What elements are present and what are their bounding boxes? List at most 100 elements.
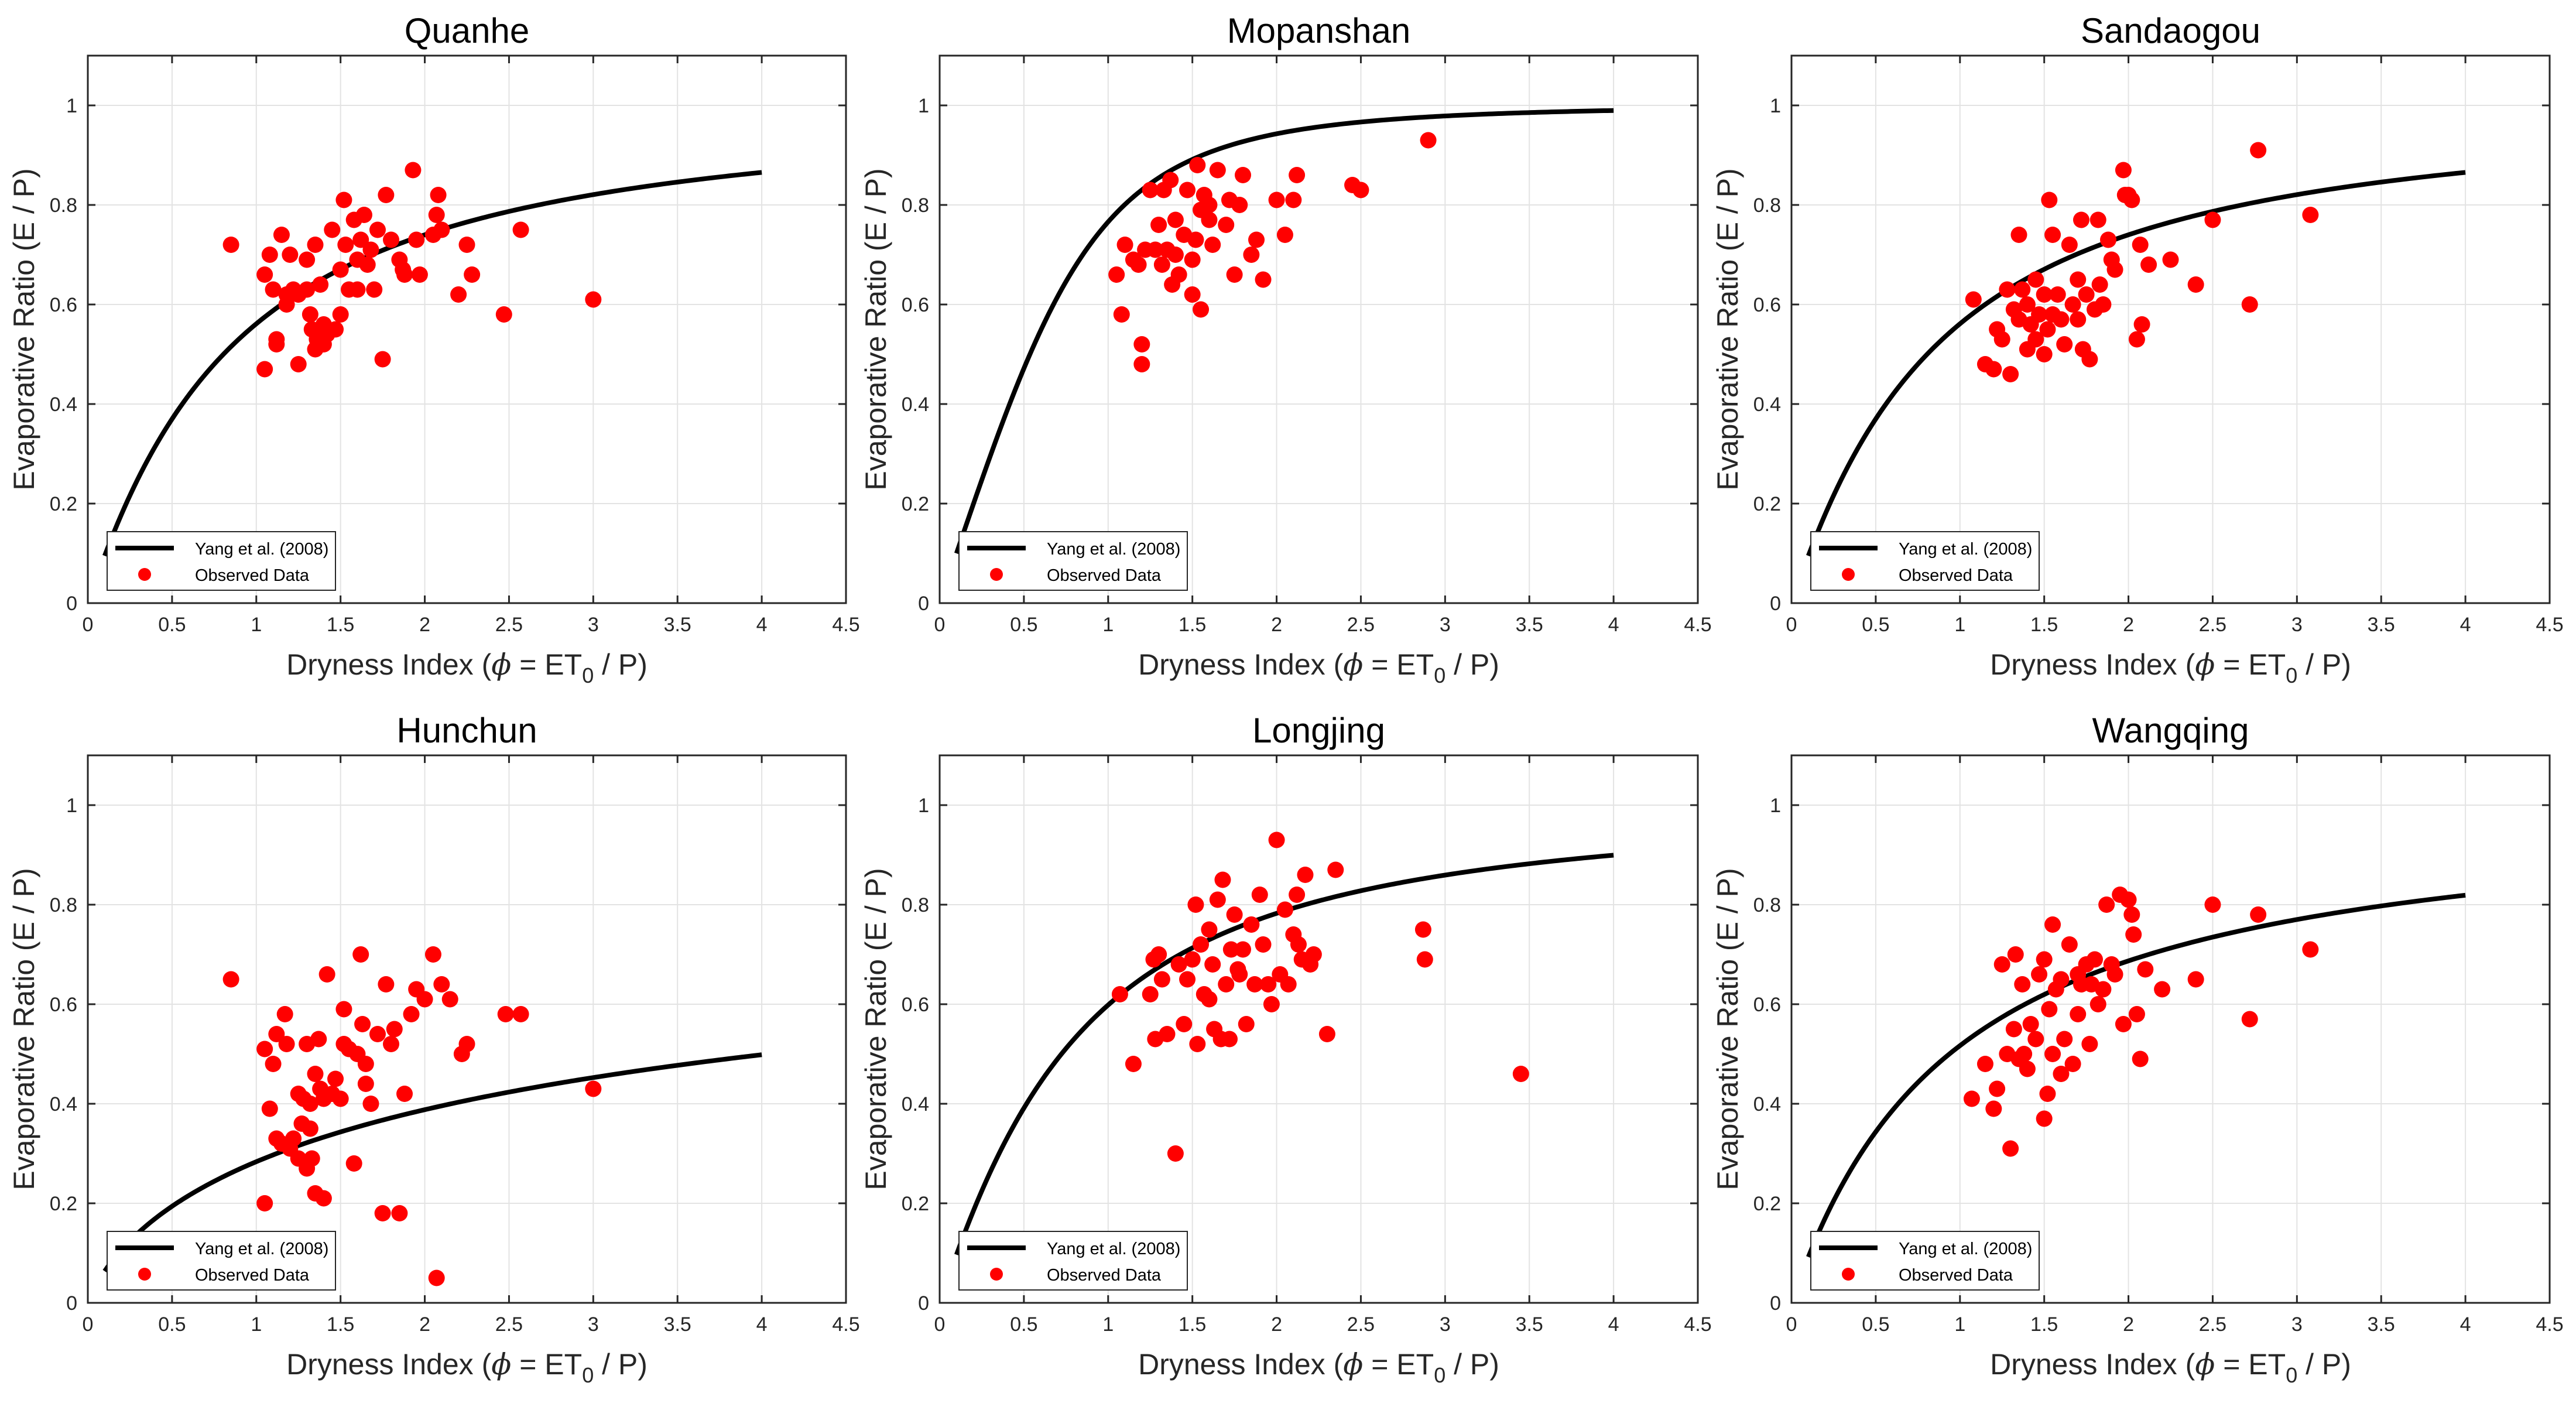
observed-point <box>268 336 285 352</box>
observed-point <box>261 247 278 263</box>
observed-point <box>2044 227 2061 243</box>
x-axis-label-mid: = ET <box>1363 1348 1434 1381</box>
observed-point <box>1133 336 1150 352</box>
observed-point <box>383 231 399 248</box>
observed-point <box>299 251 316 268</box>
y-tick-label: 0.6 <box>902 994 929 1016</box>
observed-point <box>386 1021 403 1038</box>
x-axis-label-prefix: Dryness Index ( <box>1138 648 1343 681</box>
observed-point <box>2019 1060 2036 1077</box>
observed-point <box>1176 1016 1193 1032</box>
x-tick-label: 2 <box>419 1313 430 1336</box>
observed-point <box>1150 946 1167 963</box>
x-tick-label: 2.5 <box>495 614 523 636</box>
y-tick-label: 1 <box>918 95 929 117</box>
observed-point <box>1231 197 1248 213</box>
y-tick-label: 0.6 <box>902 294 929 316</box>
observed-point <box>2089 996 2106 1012</box>
observed-point <box>1162 172 1179 189</box>
observed-point <box>327 321 344 338</box>
observed-point <box>265 1056 282 1072</box>
observed-point <box>378 187 395 203</box>
observed-point <box>1170 956 1187 973</box>
observed-point <box>1976 1056 1993 1072</box>
x-tick-label: 3 <box>2291 614 2303 636</box>
chart-title: Hunchun <box>396 711 537 750</box>
observed-point <box>2078 286 2095 303</box>
legend-marker-swatch <box>138 1268 151 1281</box>
observed-point <box>1255 271 1272 288</box>
y-tick-label: 0.6 <box>1753 994 1781 1016</box>
x-axis-label-sub: 0 <box>582 663 594 687</box>
x-tick-label: 2.5 <box>1347 1313 1375 1336</box>
observed-point <box>1276 901 1293 918</box>
x-tick-label: 3.5 <box>2368 614 2395 636</box>
x-tick-label: 3.5 <box>664 614 691 636</box>
observed-point <box>441 991 458 1008</box>
x-tick-label: 3.5 <box>1516 614 1543 636</box>
legend-label-model: Yang et al. (2008) <box>1047 540 1180 559</box>
y-tick-label: 0.2 <box>50 1193 77 1215</box>
x-tick-label: 2 <box>2123 614 2134 636</box>
observed-point <box>424 946 441 963</box>
observed-point <box>1167 211 1184 228</box>
observed-point <box>1179 182 1196 199</box>
observed-point <box>2204 211 2221 228</box>
observed-point <box>1179 971 1196 988</box>
x-tick-label: 2.5 <box>2199 1313 2226 1336</box>
observed-point <box>2081 351 2098 368</box>
observed-point <box>335 1001 352 1018</box>
observed-point <box>1108 266 1125 283</box>
observed-point <box>1201 197 1218 213</box>
observed-point <box>345 1155 362 1172</box>
y-tick-label: 0.8 <box>50 894 77 916</box>
chart-title: Sandaogou <box>2081 11 2260 50</box>
observed-point <box>2095 296 2112 313</box>
observed-point <box>366 281 383 298</box>
observed-point <box>2204 896 2221 913</box>
observed-point <box>1238 1016 1255 1032</box>
x-axis-label-suffix: / P) <box>1445 1348 1499 1381</box>
observed-point <box>1201 921 1218 938</box>
y-tick-label: 0.8 <box>902 894 929 916</box>
observed-point <box>1280 976 1297 993</box>
plot-area <box>1791 755 2550 1303</box>
observed-point <box>256 1041 273 1058</box>
x-tick-label: 3.5 <box>1516 1313 1543 1336</box>
legend-label-observed: Observed Data <box>195 1266 310 1285</box>
observed-point <box>1268 831 1285 848</box>
observed-point <box>1226 906 1243 923</box>
x-tick-label: 2.5 <box>495 1313 523 1336</box>
observed-point <box>1235 941 1251 958</box>
observed-point <box>1993 331 2010 348</box>
y-tick-label: 0.4 <box>1753 393 1781 416</box>
observed-point <box>1189 1036 1206 1052</box>
x-axis-label-suffix: / P) <box>594 1348 648 1381</box>
chart-panel-6: 0 0.5 1 1.5 2 2.5 3 3.5 4 4.5 0 0.2 0.4 0.6 0.8 1 Wangqi… <box>1711 711 2564 1387</box>
observed-point <box>2014 976 2031 993</box>
observed-point <box>1214 871 1231 888</box>
observed-point <box>2250 142 2267 159</box>
observed-point <box>337 237 354 253</box>
observed-point <box>222 237 239 253</box>
x-axis-label: Dryness Index (ϕ = ET0 / P) <box>1990 1347 2351 1387</box>
legend-marker-swatch <box>138 568 151 581</box>
y-tick-label: 0.2 <box>50 493 77 515</box>
observed-point <box>1204 237 1221 253</box>
x-tick-label: 3 <box>2291 1313 2303 1336</box>
observed-point <box>1985 1100 2002 1117</box>
x-axis-label: Dryness Index (ϕ = ET0 / P) <box>286 648 648 687</box>
x-tick-label: 4.5 <box>2536 614 2563 636</box>
observed-point <box>497 1006 514 1022</box>
axes-box <box>938 54 1699 604</box>
observed-point <box>1993 956 2010 973</box>
x-tick-label: 3.5 <box>2368 1313 2395 1336</box>
x-tick-label: 1 <box>1102 614 1114 636</box>
x-axis-label-mid: = ET <box>511 1348 582 1381</box>
observed-point <box>2106 261 2123 278</box>
observed-point <box>1290 936 1307 953</box>
observed-point <box>335 191 352 208</box>
y-tick-label: 0 <box>1770 1292 1781 1315</box>
x-axis-label-sub: 0 <box>2286 663 2297 687</box>
observed-point <box>2019 296 2036 313</box>
